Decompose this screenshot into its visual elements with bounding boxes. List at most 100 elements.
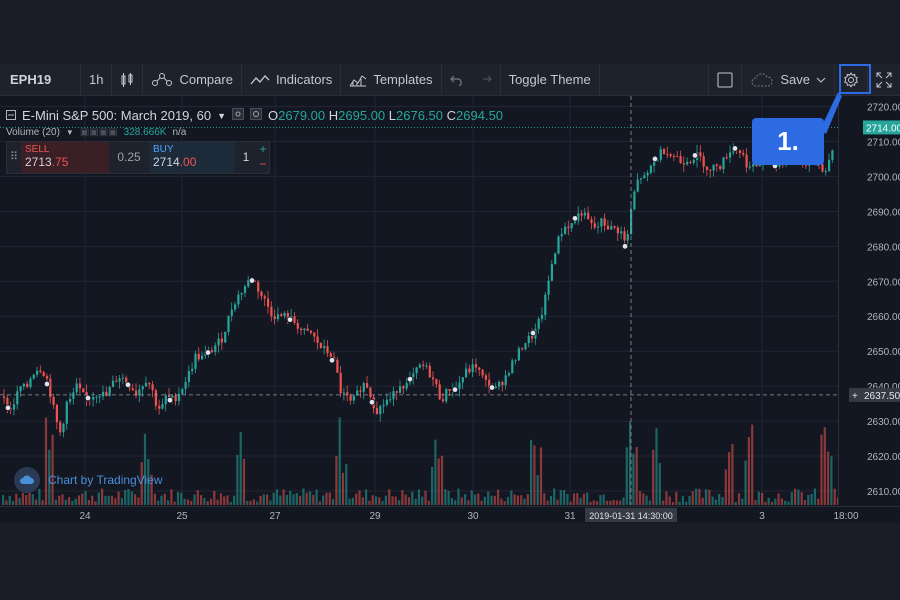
volume-bar	[190, 500, 193, 505]
volume-na: n/a	[172, 127, 187, 138]
candle-body	[214, 345, 217, 353]
volume-bar	[203, 498, 206, 505]
candle-body	[257, 282, 260, 292]
candle-body	[626, 234, 629, 241]
candle-body	[547, 280, 550, 295]
volume-bar	[761, 492, 764, 505]
chevron-down-icon[interactable]	[816, 77, 826, 83]
volume-bar	[332, 499, 335, 505]
volume-bar	[358, 490, 361, 505]
candle-body	[729, 152, 732, 158]
volume-controls-icon[interactable]: ▣▣▣▣	[79, 127, 118, 138]
volume-bar	[533, 445, 536, 505]
candle-body	[504, 375, 507, 386]
settings-small-icon[interactable]	[250, 108, 263, 123]
volume-bar	[629, 421, 632, 505]
volume-bar	[741, 498, 744, 505]
volume-bar	[411, 491, 414, 505]
volume-bar	[434, 439, 437, 505]
volume-bar	[275, 489, 279, 505]
volume-bar	[229, 501, 232, 505]
trade-panel: ⠿ SELL 2713.75 0.25 BUY 2714.00 1 + −	[6, 141, 270, 174]
candle-body	[659, 149, 662, 160]
volume-bar	[797, 489, 800, 505]
collapse-icon[interactable]	[6, 108, 16, 123]
volume-label[interactable]: Volume (20)	[6, 127, 60, 138]
fullscreen-toggle-square[interactable]	[708, 64, 743, 95]
volume-bar	[87, 500, 90, 505]
candle-body	[151, 384, 154, 391]
volume-legend: Volume (20) ▼ ▣▣▣▣ 328.666K n/a	[6, 127, 186, 138]
low-key: L	[388, 108, 397, 123]
candle-body	[623, 231, 626, 241]
candle-body	[422, 364, 425, 366]
quantity-decrease-button[interactable]: −	[259, 157, 267, 171]
candle-body	[29, 378, 32, 388]
quantity-field[interactable]: 1	[242, 150, 250, 164]
time-tick-label: 29	[369, 511, 381, 522]
candle-body	[19, 386, 22, 392]
volume-bar	[764, 501, 767, 505]
volume-bar	[365, 489, 368, 505]
compare-label: Compare	[179, 72, 233, 87]
redo-icon[interactable]	[478, 74, 492, 86]
price-chart[interactable]	[0, 96, 900, 505]
volume-bar	[655, 428, 658, 505]
volume-bar	[622, 497, 625, 505]
event-marker	[651, 155, 659, 163]
interval-button[interactable]: 1h	[81, 64, 113, 95]
volume-bar	[754, 500, 757, 505]
candle-body	[6, 397, 9, 408]
chevron-down-icon[interactable]: ▼	[217, 110, 227, 121]
save-button[interactable]: Save	[742, 64, 835, 95]
templates-button[interactable]: Templates	[341, 64, 442, 95]
candle-body	[280, 314, 283, 317]
volume-bar	[718, 493, 721, 505]
fullscreen-button[interactable]	[868, 64, 900, 95]
candle-body	[108, 387, 111, 396]
candle-body	[501, 382, 504, 386]
crosshair-plus-icon: +	[852, 391, 858, 402]
undo-icon[interactable]	[449, 74, 464, 86]
volume-bar	[285, 495, 288, 505]
chevron-down-icon[interactable]: ▼	[65, 128, 74, 137]
indicators-button[interactable]: Indicators	[242, 64, 342, 95]
legend-title[interactable]: E-Mini S&P 500: March 2019, 60	[22, 108, 212, 123]
candle-body	[118, 378, 121, 382]
drag-handle-icon[interactable]: ⠿	[9, 151, 19, 163]
price-axis[interactable]: 2720.00 2710.00 2700.00 2690.00 2680.00 2670.…	[838, 96, 900, 505]
crosshair-price-badge	[849, 387, 900, 402]
volume-bar	[708, 489, 711, 505]
settings-button[interactable]	[835, 64, 868, 95]
volume-bar	[790, 492, 793, 505]
volume-bar	[599, 495, 602, 505]
event-marker	[488, 384, 496, 391]
volume-bar	[48, 449, 51, 505]
volume-bar	[440, 455, 444, 505]
volume-bar	[596, 501, 599, 505]
volume-bar	[71, 500, 74, 505]
volume-bar	[493, 495, 496, 505]
tradingview-watermark[interactable]: Chart by TradingView	[14, 467, 163, 493]
time-axis[interactable]: 24 25 27 29 30 31 3 18:00 2019-01-31 14:30:00	[0, 506, 900, 523]
volume-bar	[371, 495, 374, 505]
buy-button[interactable]: BUY 2714.00	[149, 142, 235, 173]
chart-type-button[interactable]	[112, 64, 144, 95]
quantity-increase-button[interactable]: +	[259, 142, 267, 156]
volume-bar	[648, 500, 651, 505]
eye-icon[interactable]	[232, 108, 245, 123]
price-tick-label: 2710.00	[867, 137, 900, 148]
volume-bar	[209, 498, 213, 505]
compare-button[interactable]: Compare	[143, 64, 242, 95]
toggle-theme-button[interactable]: Toggle Theme	[501, 64, 600, 95]
candle-body	[62, 423, 65, 433]
candle-body	[283, 312, 286, 317]
volume-bar	[820, 434, 823, 505]
volume-bar	[216, 499, 219, 505]
price-tick-label: 2720.00	[867, 102, 900, 113]
time-tick-label: 18:00	[833, 511, 858, 522]
spread-value: 0.25	[117, 150, 141, 164]
sell-button[interactable]: SELL 2713.75	[21, 142, 109, 173]
symbol-search[interactable]: EPH19	[0, 64, 81, 95]
volume-bar	[153, 493, 156, 505]
